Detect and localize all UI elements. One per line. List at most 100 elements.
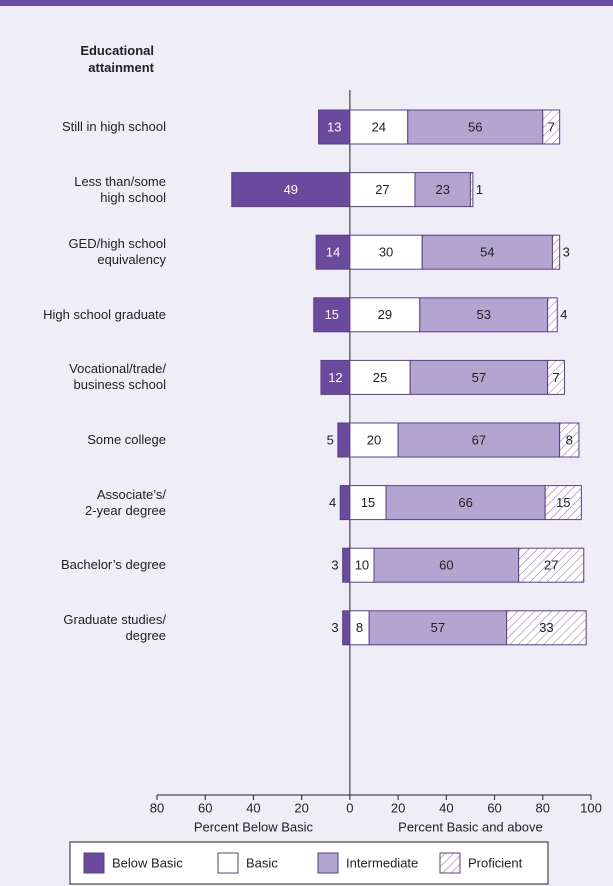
bar-segment bbox=[518, 547, 585, 583]
data-label: 8 bbox=[356, 620, 363, 635]
bar-segment bbox=[385, 485, 546, 521]
category-label: Still in high school bbox=[61, 119, 166, 134]
bar-segment bbox=[349, 359, 411, 395]
data-label: 13 bbox=[327, 119, 341, 134]
data-label: 54 bbox=[480, 245, 494, 260]
bar-segment bbox=[337, 422, 351, 458]
data-label: 7 bbox=[552, 370, 559, 385]
data-label: 49 bbox=[284, 182, 298, 197]
x-tick-label: 40 bbox=[439, 800, 453, 815]
bar-segment bbox=[414, 172, 471, 208]
bar-segment bbox=[542, 109, 561, 145]
data-label: 15 bbox=[361, 495, 375, 510]
data-label: 56 bbox=[468, 119, 482, 134]
data-label: 3 bbox=[331, 620, 338, 635]
data-label: 33 bbox=[539, 620, 553, 635]
bar-segment bbox=[349, 297, 421, 333]
legend-swatch bbox=[439, 852, 461, 874]
bar-segment bbox=[349, 422, 399, 458]
x-tick-label: 60 bbox=[487, 800, 501, 815]
bar-segment bbox=[506, 610, 587, 646]
data-label: 24 bbox=[372, 119, 386, 134]
category-label: Associate’s/ 2-year degree bbox=[85, 486, 166, 518]
bar-segment bbox=[559, 422, 580, 458]
legend-box bbox=[69, 841, 549, 885]
legend-swatch bbox=[317, 852, 339, 874]
data-label: 60 bbox=[439, 558, 453, 573]
top-rule bbox=[0, 0, 613, 6]
bar-segment bbox=[349, 485, 387, 521]
data-label: 53 bbox=[476, 307, 490, 322]
category-label: Some college bbox=[87, 432, 166, 447]
x-tick-label: 40 bbox=[246, 800, 260, 815]
x-tick-label: 20 bbox=[294, 800, 308, 815]
data-label: 67 bbox=[472, 432, 486, 447]
legend-swatch bbox=[217, 852, 239, 874]
x-axis-label: Percent Below Basic bbox=[194, 819, 314, 834]
legend-label: Proficient bbox=[468, 855, 523, 870]
data-label: 10 bbox=[355, 558, 369, 573]
data-label: 12 bbox=[328, 370, 342, 385]
bar-segment bbox=[315, 234, 351, 270]
category-label: Bachelor’s degree bbox=[60, 557, 166, 573]
data-label: 3 bbox=[331, 558, 338, 573]
category-label: Graduate studies/ degree bbox=[63, 611, 166, 643]
bar-segment bbox=[320, 359, 351, 395]
x-tick-label: 20 bbox=[391, 800, 405, 815]
data-label: 23 bbox=[435, 182, 449, 197]
data-label: 57 bbox=[431, 620, 445, 635]
bar-segment bbox=[547, 297, 558, 333]
data-label: 7 bbox=[548, 119, 555, 134]
data-label: 8 bbox=[566, 432, 573, 447]
legend-swatch bbox=[83, 852, 105, 874]
bar-segment bbox=[313, 297, 351, 333]
x-tick-label: 60 bbox=[198, 800, 212, 815]
category-label: Less than/some high school bbox=[74, 173, 166, 205]
legend-label: Intermediate bbox=[346, 855, 418, 870]
x-tick-label: 80 bbox=[536, 800, 550, 815]
data-label: 29 bbox=[378, 307, 392, 322]
data-label: 4 bbox=[560, 307, 567, 322]
category-label: Vocational/trade/ business school bbox=[69, 361, 166, 393]
data-label: 27 bbox=[544, 558, 558, 573]
category-label: High school graduate bbox=[43, 306, 166, 322]
bar-segment bbox=[397, 422, 561, 458]
data-label: 66 bbox=[458, 495, 472, 510]
legend-label: Below Basic bbox=[112, 855, 183, 870]
x-axis-label: Percent Basic and above bbox=[398, 819, 543, 834]
x-tick-label: 100 bbox=[580, 800, 602, 815]
data-label: 3 bbox=[563, 245, 570, 260]
bar-segment bbox=[469, 172, 474, 208]
bar-segment bbox=[551, 234, 561, 270]
category-label: GED/high school equivalency bbox=[68, 236, 166, 268]
data-label: 25 bbox=[373, 370, 387, 385]
bar-segment bbox=[339, 485, 351, 521]
bar-segment bbox=[342, 610, 351, 646]
bar-segment bbox=[544, 485, 582, 521]
data-label: 1 bbox=[476, 182, 483, 197]
axis-title: Educational attainment bbox=[80, 43, 154, 75]
bar-segment bbox=[342, 547, 351, 583]
bar-segment bbox=[373, 547, 520, 583]
bar-segment bbox=[349, 172, 416, 208]
x-tick-label: 0 bbox=[346, 800, 353, 815]
bar-segment bbox=[547, 359, 565, 395]
bar-segment bbox=[407, 109, 544, 145]
bar-segment bbox=[409, 359, 549, 395]
data-label: 15 bbox=[556, 495, 570, 510]
bar-segment bbox=[419, 297, 549, 333]
data-label: 20 bbox=[367, 432, 381, 447]
data-label: 30 bbox=[379, 245, 393, 260]
bar-segment bbox=[421, 234, 553, 270]
data-label: 5 bbox=[327, 432, 334, 447]
data-label: 57 bbox=[472, 370, 486, 385]
x-tick-label: 80 bbox=[150, 800, 164, 815]
data-label: 27 bbox=[375, 182, 389, 197]
data-label: 14 bbox=[326, 245, 340, 260]
legend-label: Basic bbox=[246, 855, 278, 870]
data-label: 15 bbox=[325, 307, 339, 322]
bar-segment bbox=[349, 234, 423, 270]
data-label: 4 bbox=[329, 495, 336, 510]
